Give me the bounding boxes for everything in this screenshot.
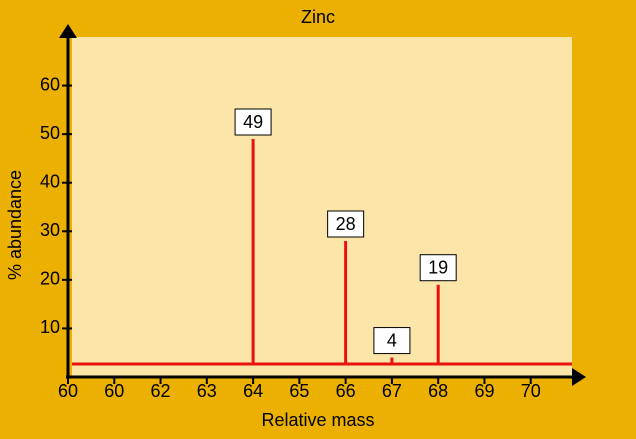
x-tick-label: 60 bbox=[58, 381, 78, 401]
value-label: 49 bbox=[243, 112, 263, 132]
plot-area bbox=[72, 37, 572, 377]
y-tick-label: 40 bbox=[40, 171, 60, 191]
value-label: 19 bbox=[428, 257, 448, 277]
y-tick-label: 20 bbox=[40, 269, 60, 289]
x-tick-label: 67 bbox=[382, 381, 402, 401]
value-label: 28 bbox=[336, 214, 356, 234]
x-tick-label: 70 bbox=[521, 381, 541, 401]
y-tick-label: 30 bbox=[40, 220, 60, 240]
chart-title: Zinc bbox=[301, 7, 335, 27]
value-label: 4 bbox=[387, 330, 397, 350]
y-tick-label: 60 bbox=[40, 74, 60, 94]
x-tick-label: 64 bbox=[243, 381, 263, 401]
value-label-box bbox=[373, 327, 411, 355]
x-tick-label: 63 bbox=[197, 381, 217, 401]
x-tick-label: 68 bbox=[428, 381, 448, 401]
x-tick-label: 60 bbox=[104, 381, 124, 401]
x-axis-label: Relative mass bbox=[261, 410, 374, 430]
value-label-box bbox=[327, 210, 365, 238]
x-tick-label: 62 bbox=[151, 381, 171, 401]
value-label-box bbox=[234, 108, 272, 136]
x-tick-label: 69 bbox=[474, 381, 494, 401]
y-tick-label: 10 bbox=[40, 317, 60, 337]
x-tick-label: 66 bbox=[336, 381, 356, 401]
x-tick-label: 65 bbox=[289, 381, 309, 401]
y-axis-label: % abundance bbox=[5, 170, 25, 280]
x-axis-arrow bbox=[572, 368, 586, 386]
y-axis-arrow bbox=[59, 24, 77, 38]
value-label-box bbox=[419, 254, 457, 282]
y-tick-label: 50 bbox=[40, 123, 60, 143]
